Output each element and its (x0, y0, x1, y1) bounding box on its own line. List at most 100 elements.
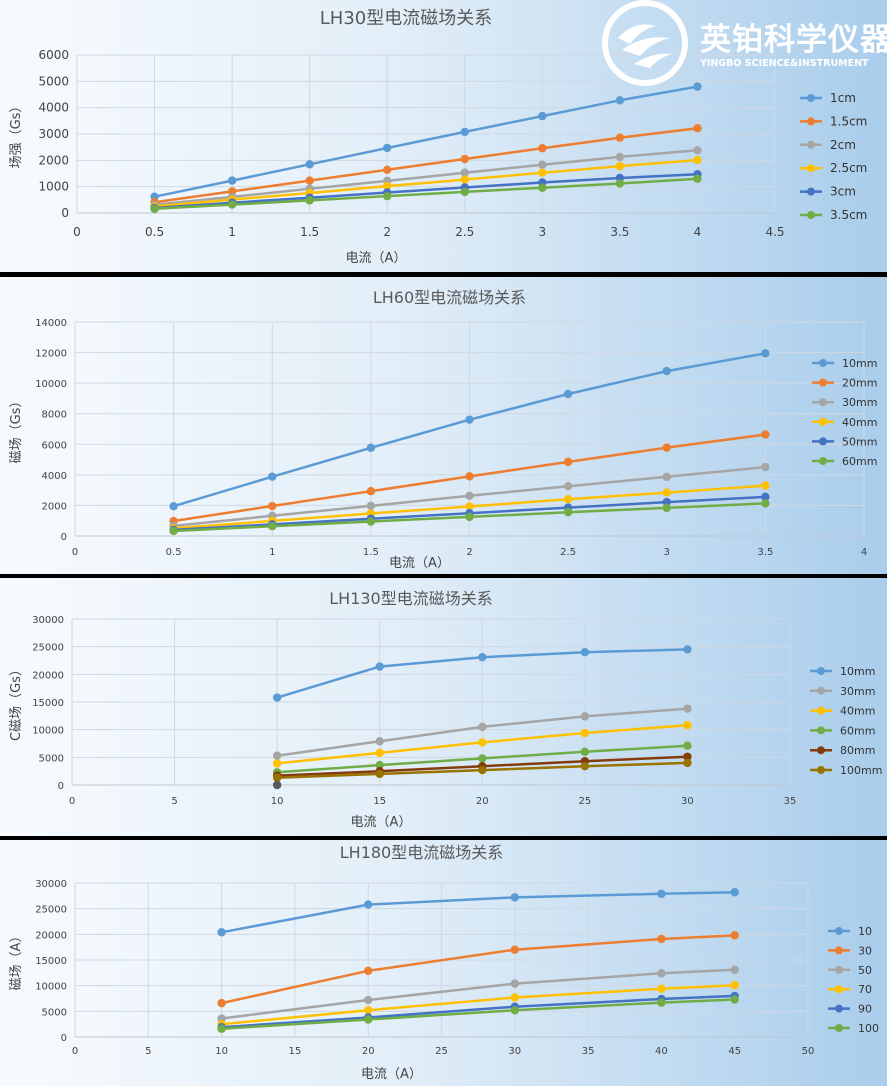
legend-label-10: 10 (858, 925, 872, 938)
data-point-40mm (272, 759, 282, 768)
data-point-1.5cm (305, 176, 314, 185)
data-point-20mm (563, 457, 573, 467)
data-point-2cm (615, 152, 625, 162)
y-tick-label: 0 (61, 532, 67, 543)
data-point-3.5cm (460, 187, 469, 197)
x-tick-label: 0.5 (145, 225, 164, 239)
data-point-1cm (227, 176, 237, 185)
legend-label-10mm: 10mm (842, 357, 877, 370)
data-point-20mm (662, 443, 671, 452)
data-point-30 (217, 998, 226, 1008)
x-tick-label: 35 (582, 1046, 595, 1057)
y-tick-label: 3000 (38, 127, 69, 141)
y-tick-label: 5000 (39, 753, 64, 764)
chart-background (0, 277, 887, 574)
data-point-70 (510, 993, 519, 1002)
data-point-10 (364, 900, 373, 909)
data-point-50 (510, 979, 519, 988)
legend-label-100: 100 (858, 1022, 879, 1035)
data-point-3.5cm (305, 196, 314, 205)
data-point-10 (510, 893, 519, 902)
data-point-10mm (465, 415, 474, 424)
data-point-10mm (563, 389, 573, 399)
data-point-1.5cm (460, 154, 469, 164)
data-point-3.5cm (227, 200, 237, 209)
series-line-3cm (154, 173, 698, 210)
x-tick-label: 30 (681, 796, 694, 807)
legend-marker-90 (835, 1004, 843, 1013)
x-tick-label: 0 (73, 225, 81, 239)
y-tick-label: 30000 (35, 879, 67, 890)
y-tick-label: 14000 (35, 318, 67, 329)
data-point-2cm (538, 160, 547, 170)
data-point-60mm (683, 741, 692, 750)
data-point-70 (657, 984, 666, 993)
data-point-20mm (761, 430, 770, 439)
brand-name-en: YINGBO SCIENCE&INSTRUMENT (700, 58, 869, 69)
data-point-50 (657, 969, 666, 978)
x-tick-label: 25 (578, 796, 591, 807)
data-point-30mm (465, 491, 474, 500)
data-point-1.5cm (693, 124, 702, 133)
x-tick-label: 20 (362, 1046, 375, 1057)
x-tick-label: 4 (694, 225, 702, 239)
legend-label-2cm: 2cm (830, 138, 856, 152)
data-point-100mm (272, 773, 282, 783)
data-point-40mm (563, 494, 573, 504)
data-point-100mm (580, 761, 590, 771)
data-point-80mm (683, 752, 692, 761)
chart-lh30: 0 1000 2000 3000 4000 5000 6000 0 0.5 1 1.5 2 2.5 3 3.… (0, 0, 887, 272)
data-point-10mm (272, 693, 282, 702)
y-tick-label: 6000 (42, 440, 67, 451)
data-point-10mm (683, 645, 692, 654)
data-point-30 (510, 945, 519, 954)
legend-marker-30 (835, 946, 843, 955)
x-tick-label: 2.5 (455, 225, 474, 239)
legend-marker-3.5cm (807, 211, 815, 219)
x-axis-label: 电流（A） (389, 556, 450, 571)
data-point-1.5cm (538, 144, 547, 153)
legend-label-50: 50 (858, 964, 872, 977)
data-point-10mm (268, 472, 277, 481)
x-tick-label: 30 (508, 1046, 521, 1057)
y-tick-label: 0 (58, 781, 64, 792)
chart-lh60: 0 2000 4000 6000 8000 10000 12000 14000 0 0.5 1 1.5… (0, 277, 887, 574)
data-point-60mm (375, 760, 384, 770)
chart-title: LH30型电流磁场关系 (320, 8, 492, 29)
legend-marker-30mm (817, 686, 825, 695)
legend-marker-40mm (817, 706, 825, 715)
y-axis-label: 磁场（Gs） (9, 395, 24, 464)
legend-marker-10 (835, 927, 843, 935)
chart-lh130: 0 5000 10000 15000 20000 25000 30000 0 5 10 15 20 25… (0, 578, 887, 836)
data-point-2.5cm (538, 168, 547, 177)
x-tick-label: 3.5 (610, 225, 629, 239)
x-tick-label: 2 (383, 225, 391, 239)
legend-label-20mm: 20mm (842, 377, 877, 390)
data-point-30mm (683, 704, 692, 713)
y-tick-label: 5000 (38, 74, 69, 88)
legend-label-70: 70 (858, 983, 872, 996)
legend-label-40mm: 40mm (842, 416, 877, 429)
legend-marker-50 (835, 965, 843, 974)
data-point-50 (364, 995, 373, 1005)
data-point-1cm (383, 143, 392, 153)
data-point-40mm (478, 738, 487, 747)
data-point-10mm (366, 443, 376, 453)
data-point-40mm (662, 488, 671, 497)
data-point-2.5cm (383, 181, 392, 191)
data-point-1cm (538, 111, 547, 121)
y-tick-label: 12000 (35, 349, 67, 360)
brand-logo: 英铂科学仪器 YINGBO SCIENCE&INSTRUMENT (600, 0, 887, 86)
data-point-2.5cm (615, 161, 625, 171)
data-point-40mm (375, 748, 384, 758)
data-point-100mm (375, 769, 384, 779)
x-tick-label: 4.5 (765, 225, 784, 239)
legend-marker-80mm (817, 746, 825, 755)
data-point-20mm (465, 472, 474, 481)
y-tick-label: 6000 (38, 48, 69, 62)
x-tick-label: 2.5 (560, 547, 576, 558)
data-point-10 (657, 889, 666, 898)
chart-title: LH130型电流磁场关系 (329, 589, 493, 608)
data-point-2cm (460, 168, 469, 177)
data-point-30mm (478, 722, 487, 732)
